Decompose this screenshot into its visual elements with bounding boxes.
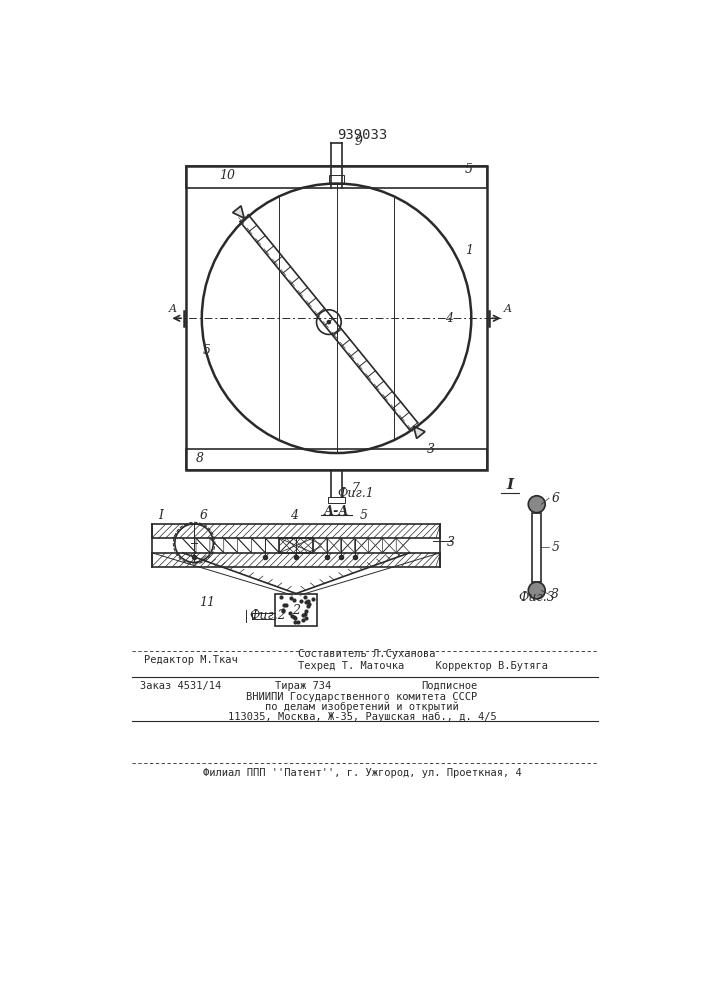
Bar [328, 497, 345, 503]
Text: I: I [158, 509, 163, 522]
Text: 2: 2 [293, 604, 300, 617]
Text: 4: 4 [445, 312, 453, 325]
Text: Заказ 4531/14: Заказ 4531/14 [140, 681, 221, 691]
Text: I: I [506, 478, 513, 492]
Bar [187, 166, 486, 188]
Text: Филиал ППП ''Патент'', г. Ужгород, ул. Проеткная, 4: Филиал ППП ''Патент'', г. Ужгород, ул. П… [203, 768, 521, 778]
Text: ВНИИПИ Государственного комитета СССР: ВНИИПИ Государственного комитета СССР [246, 692, 477, 702]
Text: А-А: А-А [324, 505, 349, 518]
Polygon shape [414, 426, 425, 438]
Text: 5: 5 [203, 344, 211, 358]
Text: 7: 7 [352, 482, 360, 495]
Text: 9: 9 [354, 135, 362, 148]
Text: Подписное: Подписное [421, 681, 477, 691]
Bar [279, 538, 313, 553]
Circle shape [528, 496, 545, 513]
Text: Фиг.1: Фиг.1 [337, 487, 374, 500]
Text: 1: 1 [465, 244, 473, 257]
Text: 3: 3 [426, 443, 435, 456]
Text: 6: 6 [200, 509, 208, 522]
Bar [275, 594, 317, 626]
Text: 939033: 939033 [337, 128, 387, 142]
Text: 4: 4 [290, 509, 298, 522]
Text: 8: 8 [197, 452, 204, 465]
Text: 5: 5 [465, 163, 473, 176]
Text: 10: 10 [219, 169, 235, 182]
Circle shape [327, 320, 331, 324]
Text: 3: 3 [447, 536, 455, 549]
Circle shape [528, 582, 545, 599]
Text: A: A [169, 304, 177, 314]
Text: 5: 5 [359, 509, 368, 522]
Text: Составитель Л.Суханова: Составитель Л.Суханова [298, 649, 436, 659]
Bar [187, 449, 486, 470]
Text: 11: 11 [199, 596, 215, 609]
Text: 5: 5 [551, 541, 559, 554]
Bar [152, 524, 440, 538]
Polygon shape [233, 206, 244, 218]
Bar [187, 166, 486, 470]
Text: 6: 6 [551, 492, 559, 505]
Text: Фиг.3: Фиг.3 [518, 591, 555, 604]
Text: Техред Т. Маточка     Корректор В.Бутяга: Техред Т. Маточка Корректор В.Бутяга [298, 661, 548, 671]
Text: A: A [504, 304, 513, 314]
Text: по делам изобретений и открытий: по делам изобретений и открытий [265, 701, 459, 712]
Text: Фиг.2: Фиг.2 [249, 609, 286, 622]
Text: Тираж 734: Тираж 734 [275, 681, 331, 691]
Text: Редактор М.Ткач: Редактор М.Ткач [144, 655, 238, 665]
Bar [329, 175, 344, 184]
Bar [152, 553, 440, 567]
Bar [532, 513, 542, 582]
Text: 113035, Москва, Ж-35, Раушская наб., д. 4/5: 113035, Москва, Ж-35, Раушская наб., д. … [228, 712, 496, 722]
Text: 3: 3 [551, 588, 559, 601]
